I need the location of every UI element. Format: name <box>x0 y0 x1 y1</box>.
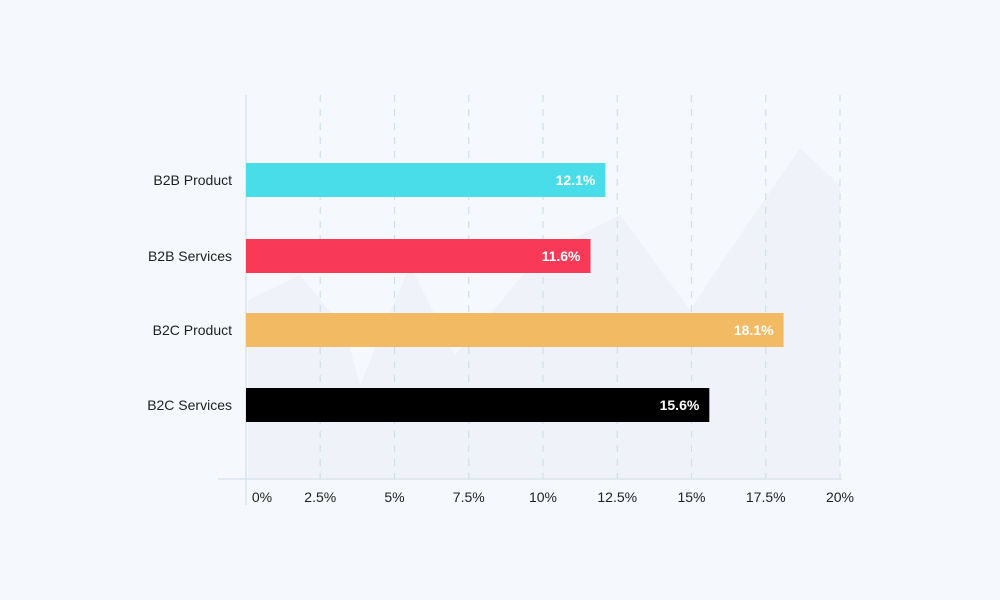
category-label: B2C Product <box>153 322 232 338</box>
tick-label: 15% <box>677 489 705 505</box>
tick-label: 2.5% <box>304 489 336 505</box>
bar-value-label: 11.6% <box>542 248 581 264</box>
category-label: B2B Product <box>153 172 232 188</box>
tick-label: 0% <box>252 489 272 505</box>
tick-label: 17.5% <box>746 489 786 505</box>
tick-label: 10% <box>529 489 557 505</box>
bar <box>246 313 784 347</box>
bar <box>246 388 710 422</box>
bar-value-label: 15.6% <box>660 397 700 413</box>
bar-value-label: 12.1% <box>556 172 596 188</box>
tick-label: 7.5% <box>453 489 485 505</box>
tick-label: 12.5% <box>597 489 637 505</box>
bar-value-label: 18.1% <box>734 322 774 338</box>
category-label: B2C Services <box>147 397 232 413</box>
category-label: B2B Services <box>148 248 232 264</box>
bar <box>246 163 606 197</box>
tick-label: 5% <box>384 489 404 505</box>
tick-label: 20% <box>826 489 854 505</box>
bar <box>246 239 591 273</box>
